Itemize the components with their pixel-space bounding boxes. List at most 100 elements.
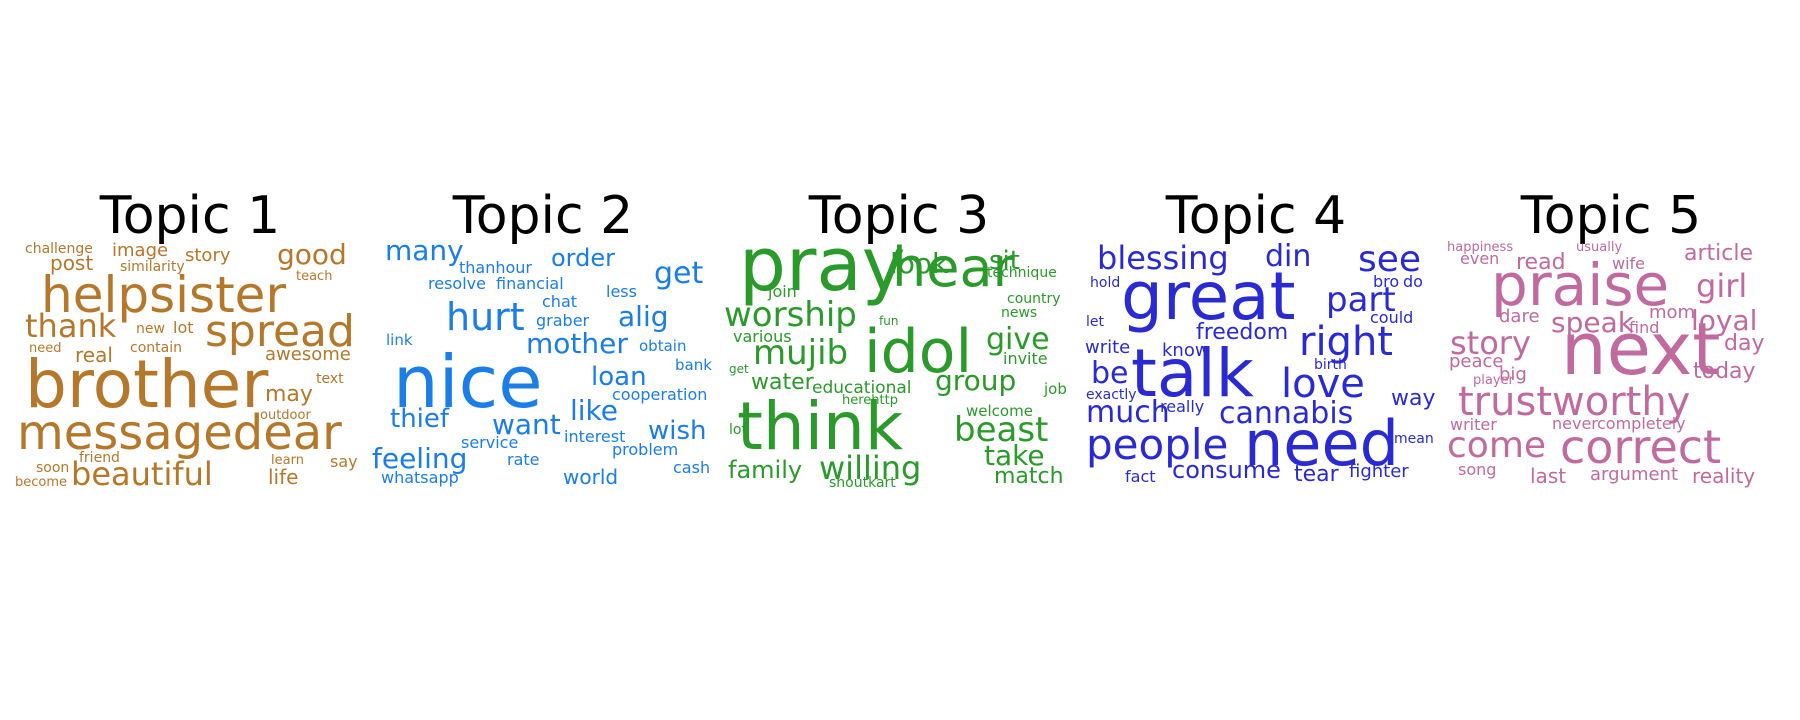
topic-5-word: day [1724,331,1765,356]
topic-4-word: need [1244,407,1399,480]
topic-4-word: bro [1373,272,1400,291]
topic-3-word: worship [724,295,857,335]
topic-4-word: birth [1314,357,1347,373]
topic-4-word: fact [1125,467,1156,486]
topic-2-word: resolve [428,274,486,293]
topic-5-word: find [1629,318,1660,337]
topic-5-word: reality [1692,464,1756,488]
topic-1-word: friend [79,450,120,466]
topic-3-word: shoutkart [829,475,896,491]
topic-4-word: consume [1172,456,1281,484]
topic-3-word: idol [864,317,973,387]
topic-1-word: text [316,371,344,387]
topic-2-word: alig [618,300,669,333]
topic-4-word: much [1086,395,1170,430]
topic-1-word-cloud: brother helpsister messagedear spread thank g… [15,0,365,720]
topic-2-word: rate [507,450,540,469]
topic-4-word: really [1160,397,1205,416]
topic-3-word: give [986,322,1050,357]
topic-1-word: image [112,240,169,261]
topic-5-word: girl [1696,267,1748,305]
topic-5-word: correct [1560,420,1722,474]
topic-1-word: need [29,341,62,356]
topic-2-word: obtain [639,337,687,355]
topic-2-word: service [461,433,519,452]
topic-1-word: may [265,382,313,407]
topic-2-word: graber [536,311,590,330]
topic-5-word: writer [1450,415,1497,434]
topic-2-word: world [563,465,619,489]
topic-2-word-cloud: nice hurt many order get thanhour resolve finan… [368,0,718,720]
topic-3-word: join [768,282,797,301]
topic-4-word: part [1326,280,1396,320]
topic-3-word: pray [739,222,906,308]
topic-4-word-cloud: blessing din see great hold bro do part could let… [1081,0,1436,720]
topic-1-word: challenge [25,241,93,257]
topic-3-word: hear [892,236,1015,299]
topic-3-title: Topic 3 [808,186,990,246]
topic-1-word: say [330,452,358,471]
topic-1-word: thank [25,307,117,345]
topic-2-word: nice [393,340,543,424]
topic-5-word: even [1460,249,1500,268]
topic-3-word: family [728,456,803,484]
topic-2-word: wish [648,416,707,446]
topic-2-word: get [654,256,704,291]
topic-5-word: completely [1597,414,1686,433]
topic-3-word: match [994,464,1064,489]
topic-5-word: player [1473,373,1514,388]
topic-3-panel: Topic 3 pray hear look sit technique join wors… [724,0,1074,720]
topic-3-word: group [935,364,1017,397]
topic-3-word: herehttp [842,393,898,408]
topic-3-word: welcome [966,402,1033,420]
topic-3-word: country [1007,291,1061,307]
topic-4-title: Topic 4 [1165,186,1347,246]
topic-2-word: link [386,331,413,349]
topic-1-word: helpsister [41,266,286,324]
topic-2-word: financial [496,274,564,293]
topic-5-word: speak [1551,306,1634,339]
topic-5-word: last [1530,464,1567,488]
topic-5-title: Topic 5 [1520,186,1702,246]
topic-3-word: lot [729,422,747,438]
topic-3-word: water [751,370,814,395]
topic-5-word: usually [1576,240,1623,255]
topic-2-word: feeling [372,442,468,475]
topic-1-word: post [50,251,94,275]
topic-1-word: messagedear [17,405,342,461]
topic-3-word: news [1001,305,1038,321]
topic-2-word: less [606,282,637,301]
topic-4-word: talk [1131,335,1254,412]
topic-2-panel: Topic 2 nice hurt many order get thanhour reso… [368,0,718,720]
topic-1-word: real [75,343,113,367]
topic-5-word: praise [1491,251,1670,319]
topic-5-word: story [1450,324,1531,362]
topic-4-word: do [1403,272,1423,291]
topic-3-word: sit [989,246,1020,276]
topic-4-word: din [1265,239,1312,274]
topic-1-word: outdoor [260,408,311,423]
topic-1-word: awesome [265,344,351,365]
topic-4-word: freedom [1196,320,1289,345]
topic-4-word: right [1299,319,1393,365]
topic-2-word: interest [564,427,626,446]
topic-1-word: learn [271,453,304,468]
topic-1-word: contain [130,340,182,356]
topic-2-word: hurt [446,295,525,339]
topic-5-word: next [1561,307,1721,391]
topic-1-word: lot [173,318,194,337]
topic-5-word: argument [1590,464,1679,485]
topic-2-word: thanhour [459,258,533,277]
topic-4-word: write [1085,337,1131,358]
topic-5-word: dare [1499,306,1540,327]
topic-5-word: read [1516,250,1566,275]
topic-1-word: soon [36,460,70,476]
topic-2-word: cash [673,458,711,477]
topic-3-word: think [737,388,904,465]
topic-1-word: become [15,475,68,490]
topic-5-word: wife [1612,254,1646,273]
topic-4-word: fighter [1349,461,1409,482]
topic-2-word: cooperation [612,385,708,404]
topic-4-word: let [1086,314,1104,330]
topic-2-word: whatsapp [381,468,459,487]
